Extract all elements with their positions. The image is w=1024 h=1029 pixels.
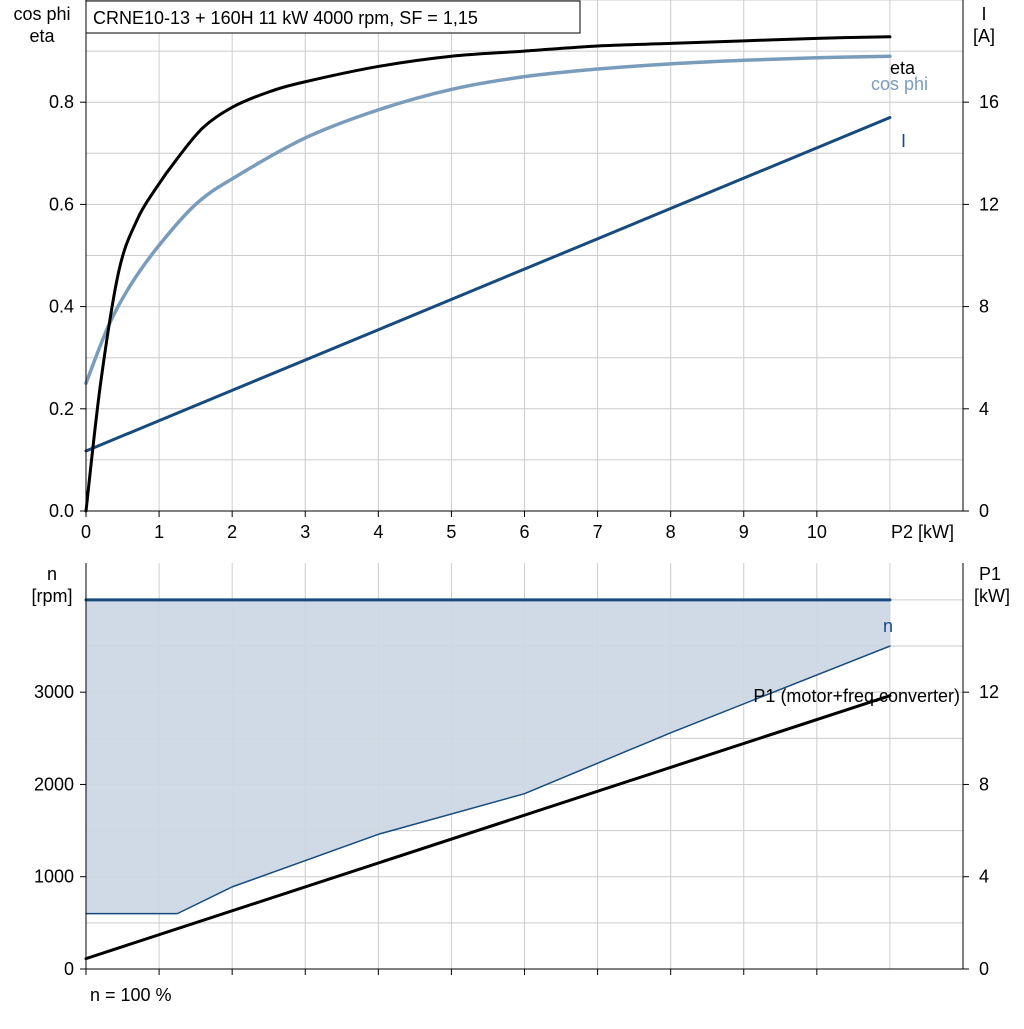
y-right-label-line2: [kW] [974, 586, 1010, 606]
x-tick-label: 9 [739, 522, 749, 542]
y-left-tick-label: 0 [64, 959, 74, 979]
x-tick-label: 10 [807, 522, 827, 542]
x-tick-label: 1 [154, 522, 164, 542]
y-left-label-line2: eta [29, 26, 55, 46]
y-right-label-line1: I [981, 4, 986, 24]
chart-title: CRNE10-13 + 160H 11 kW 4000 rpm, SF = 1,… [93, 8, 478, 28]
x-tick-label: 0 [81, 522, 91, 542]
x-tick-label: 8 [666, 522, 676, 542]
y-left-tick-label: 0.6 [49, 194, 74, 214]
y-left-tick-label: 3000 [34, 682, 74, 702]
y-right-tick-label: 12 [979, 682, 999, 702]
y-left-label-line1: cos phi [13, 4, 70, 24]
series-label-p1: P1 (motor+freq.converter) [753, 686, 960, 706]
y-right-tick-label: 4 [979, 399, 989, 419]
series-line-eta [84, 35, 892, 513]
x-tick-label: 3 [300, 522, 310, 542]
x-axis-label: P2 [kW] [891, 522, 954, 542]
y-right-tick-label: 8 [979, 774, 989, 794]
y-right-tick-label: 4 [979, 867, 989, 887]
y-left-tick-label: 1000 [34, 867, 74, 887]
y-left-label-line1: n [47, 564, 57, 584]
y-left-label-line2: [rpm] [31, 586, 72, 606]
y-right-label-line2: [A] [973, 26, 995, 46]
n-area-lower-edge [85, 645, 891, 915]
y-right-label-line1: P1 [979, 564, 1001, 584]
y-right-tick-label: 0 [979, 501, 989, 521]
x-tick-label: 5 [446, 522, 456, 542]
x-tick-label: 6 [519, 522, 529, 542]
series-label-n: n [883, 616, 893, 636]
n-operating-area-fill [86, 599, 890, 914]
x-tick-label: 4 [373, 522, 383, 542]
y-left-tick-label: 0.4 [49, 297, 74, 317]
series-line-cos-phi [84, 54, 892, 385]
series-line-p1 [84, 694, 892, 961]
y-right-tick-label: 8 [979, 297, 989, 317]
series-label-eta: eta [890, 58, 916, 78]
y-left-tick-label: 0.8 [49, 92, 74, 112]
x-tick-label: 2 [227, 522, 237, 542]
series-label-current: I [901, 131, 906, 151]
y-left-tick-label: 0.0 [49, 501, 74, 521]
title-box [85, 0, 581, 34]
y-right-tick-label: 12 [979, 194, 999, 214]
y-right-tick-label: 16 [979, 92, 999, 112]
series-line-current [84, 116, 892, 453]
series-label-cos-phi: cos phi [871, 74, 928, 94]
y-left-tick-label: 0.2 [49, 399, 74, 419]
y-left-tick-label: 2000 [34, 774, 74, 794]
y-right-tick-label: 0 [979, 959, 989, 979]
footnote: n = 100 % [90, 985, 172, 1005]
x-tick-label: 7 [593, 522, 603, 542]
